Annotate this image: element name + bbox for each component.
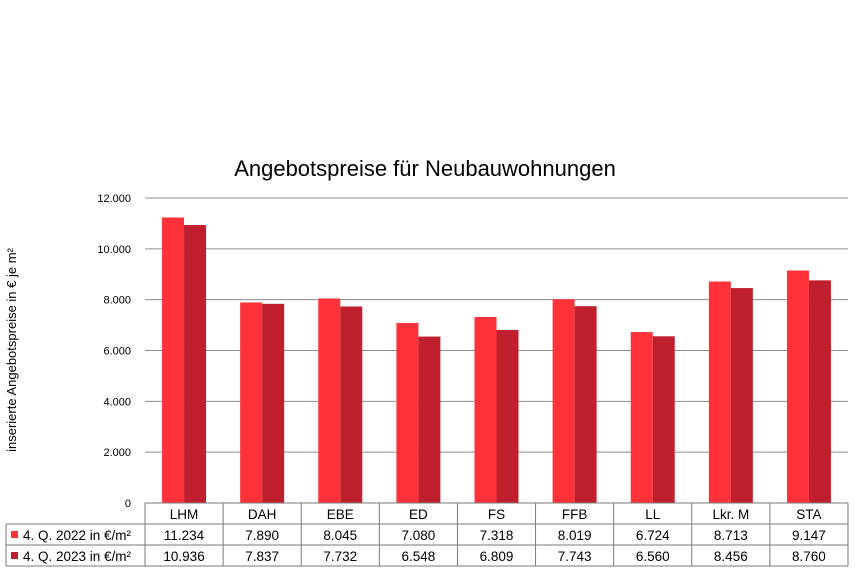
data-label: 8.019 <box>558 528 592 543</box>
x-tick-label: FFB <box>562 507 588 522</box>
data-table: LHM DAH EBE ED FS FFB LL Lkr. M STA 4. Q. 2022 in… <box>5 502 849 567</box>
x-tick-label: FS <box>488 507 505 522</box>
x-tick-label: STA <box>796 507 821 522</box>
data-label: 8.045 <box>323 528 357 543</box>
y-axis-ticks: 0 2.000 4.000 6.000 8.000 10.000 12.000 <box>97 193 131 510</box>
bar-0-6 <box>630 332 653 503</box>
bar-1-2 <box>340 306 363 503</box>
data-label: 10.936 <box>163 549 204 564</box>
data-label: 7.890 <box>245 528 279 543</box>
x-tick-label: LL <box>645 507 661 522</box>
x-tick-label: ED <box>409 507 428 522</box>
data-label: 7.837 <box>245 549 279 564</box>
bar-0-0 <box>162 217 185 503</box>
bars <box>162 217 831 503</box>
y-tick-label: 4.000 <box>103 396 131 408</box>
data-label: 7.732 <box>323 549 357 564</box>
data-label: 11.234 <box>164 528 205 543</box>
legend-key-1 <box>11 552 18 559</box>
bar-1-7 <box>730 288 753 503</box>
data-label: 8.713 <box>714 528 748 543</box>
data-label: 7.743 <box>558 549 592 564</box>
y-tick-label: 10.000 <box>97 244 131 256</box>
x-tick-label: EBE <box>327 507 354 522</box>
x-tick-label: Lkr. M <box>712 507 749 522</box>
data-label: 6.548 <box>401 549 435 564</box>
legend-entry-0: 4. Q. 2022 in €/m² <box>23 528 132 543</box>
bar-1-6 <box>652 336 675 503</box>
data-label: 6.809 <box>480 549 514 564</box>
bar-1-5 <box>574 306 597 503</box>
data-label: 6.560 <box>636 549 670 564</box>
x-tick-label: DAH <box>248 507 277 522</box>
bar-0-5 <box>552 299 575 503</box>
data-label: 9.147 <box>792 528 826 543</box>
legend-entry-1: 4. Q. 2023 in €/m² <box>23 549 132 564</box>
bar-1-1 <box>262 303 285 503</box>
y-tick-label: 0 <box>125 498 131 510</box>
bar-1-0 <box>184 225 207 503</box>
bar-1-4 <box>496 329 519 503</box>
y-axis-label: inserierte Angebotspreise in € je m² <box>4 247 19 451</box>
data-label: 6.724 <box>636 528 670 543</box>
data-label: 7.318 <box>480 528 514 543</box>
data-label: 7.080 <box>401 528 435 543</box>
y-tick-label: 2.000 <box>103 447 131 459</box>
legend-key-0 <box>11 531 18 538</box>
y-tick-label: 12.000 <box>97 193 131 205</box>
data-label: 8.760 <box>792 549 826 564</box>
bar-0-1 <box>240 302 263 503</box>
bar-0-7 <box>708 281 731 503</box>
y-tick-label: 8.000 <box>103 295 131 307</box>
x-tick-label: LHM <box>170 507 199 522</box>
bar-0-2 <box>318 298 341 503</box>
bar-1-8 <box>808 280 831 503</box>
y-tick-label: 6.000 <box>103 346 131 358</box>
data-label: 8.456 <box>714 549 748 564</box>
chart-title: Angebotspreise für Neubauwohnungen <box>234 156 616 181</box>
bar-1-3 <box>418 336 441 503</box>
bar-0-3 <box>396 323 419 503</box>
bar-0-4 <box>474 317 497 503</box>
bar-0-8 <box>786 270 809 503</box>
